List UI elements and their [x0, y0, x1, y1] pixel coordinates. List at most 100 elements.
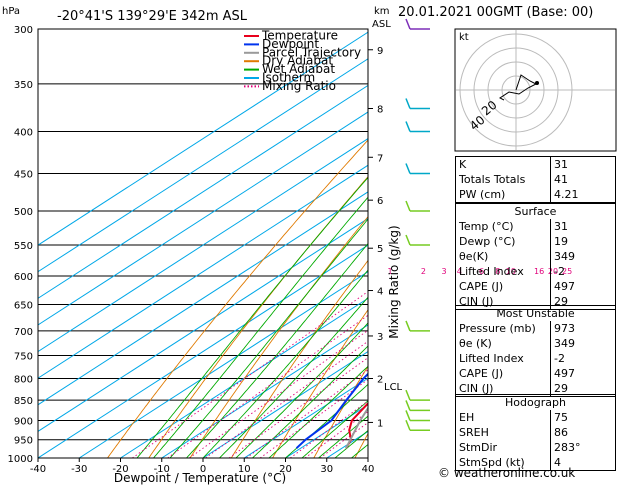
- row-label: SREH: [459, 426, 489, 439]
- hodograph-storm-marker: [535, 81, 539, 85]
- mixing-ratio-line: [189, 329, 368, 458]
- isotherm-line: [38, 244, 368, 458]
- wind-barb-flag: [405, 419, 411, 431]
- legend-entry: Dewpoint: [262, 37, 319, 51]
- wind-barb-flag: [405, 389, 411, 401]
- table-row: SREH 86: [456, 425, 615, 440]
- table-row: StmDir 283°: [456, 440, 615, 455]
- hodograph-unit-label: kt: [459, 32, 469, 43]
- mixing-ratio-axis-label: Mixing Ratio (g/kg): [387, 225, 401, 338]
- legend-entry: Parcel Trajectory: [262, 45, 361, 59]
- row-value: 41: [550, 172, 616, 187]
- wet-adiabat-line: [235, 322, 368, 458]
- km-tick-label: 4: [377, 287, 383, 298]
- wet-adiabat-line: [136, 176, 368, 458]
- isotherm-line: [38, 58, 368, 273]
- table-row: CIN (J) 29: [456, 381, 615, 396]
- mixing-ratio-label: 1: [387, 267, 392, 276]
- pressure-tick-label: 950: [14, 436, 33, 447]
- row-value: 75: [550, 410, 615, 425]
- wet-adiabat-line: [202, 269, 368, 458]
- wind-barbs: [405, 18, 430, 431]
- pressure-tick-label: 800: [14, 374, 33, 385]
- row-value: 29: [550, 381, 615, 396]
- temp-tick-label: -30: [71, 464, 87, 475]
- chart-axes: 1 2 3 4 6 8 10 16 20 2530035040045050055060065070…: [8, 25, 573, 475]
- isotherm-line: [38, 84, 368, 299]
- wet-adiabat-line: [186, 242, 368, 458]
- temp-tick-label: 10: [238, 464, 251, 475]
- most-unstable-table: Most Unstable Pressure (mb) 973 θe (K) 349 L…: [455, 305, 616, 397]
- isotherm-line: [202, 350, 368, 458]
- row-value: 497: [550, 279, 615, 294]
- table-row: Totals Totals 41: [456, 172, 616, 187]
- table-row: PW (cm) 4.21: [456, 187, 616, 203]
- indices-table: K 31 Totals Totals 41 PW (cm) 4.21: [455, 156, 616, 203]
- temp-tick-label: 20: [279, 464, 292, 475]
- table-row: CAPE (J) 497: [456, 366, 615, 381]
- dry-adiabat-line: [230, 259, 368, 458]
- mixing-ratio-label: 4: [457, 267, 462, 276]
- km-tick-label: 1: [377, 418, 383, 429]
- row-value: 349: [550, 336, 615, 351]
- isotherm-line: [38, 111, 368, 326]
- row-value: 283°: [550, 440, 615, 455]
- km-tick-label: 7: [377, 153, 383, 164]
- pressure-tick-label: 450: [14, 169, 33, 180]
- row-value: -2: [550, 351, 615, 366]
- table-row: θe (K) 349: [456, 336, 615, 351]
- row-value: 4.21: [550, 187, 616, 203]
- series-line-temperature: [345, 401, 368, 449]
- km-tick-label: 8: [377, 105, 383, 116]
- row-label: θe(K): [459, 250, 489, 263]
- table-row: Lifted Index -2: [456, 351, 615, 366]
- hodograph-table: Hodograph EH 75 SREH 86 StmDir 283° StmSpd (kt…: [455, 394, 616, 471]
- dry-adiabat-line: [107, 139, 368, 458]
- mixing-ratio-line: [205, 340, 368, 458]
- row-value: 973: [550, 321, 615, 336]
- isotherm-line: [38, 31, 368, 246]
- temp-tick-label: 0: [200, 464, 206, 475]
- row-value: 497: [550, 366, 615, 381]
- km-tick-label: 9: [377, 46, 383, 57]
- hodograph-table-title: Hodograph: [505, 396, 566, 409]
- row-label: CAPE (J): [459, 280, 504, 293]
- row-label: EH: [459, 411, 475, 424]
- pressure-tick-label: 750: [14, 351, 33, 362]
- most-unstable-title: Most Unstable: [496, 307, 575, 320]
- dry-adiabat-line: [313, 365, 368, 458]
- legend-entry: Wet Adiabat: [262, 62, 335, 76]
- table-row: StmSpd (kt) 4: [456, 455, 615, 470]
- row-label: CIN (J): [459, 382, 494, 395]
- wind-barb-flag: [405, 234, 411, 246]
- pressure-tick-label: 400: [14, 128, 33, 139]
- table-row: Temp (°C) 31: [456, 219, 615, 234]
- pressure-tick-label: 500: [14, 207, 33, 218]
- dry-adiabat-line: [148, 176, 368, 458]
- pressure-tick-label: 850: [14, 396, 33, 407]
- wind-barb-flag: [405, 98, 411, 109]
- legend-entry: Dry Adiabat: [262, 54, 333, 68]
- legend-entry: Temperature: [261, 29, 338, 43]
- chart-profiles: [295, 372, 368, 449]
- location-title: -20°41'S 139°29'E 342m ASL: [57, 9, 248, 24]
- table-row: EH 75: [456, 410, 615, 425]
- mixing-ratio-label: 8: [495, 267, 500, 276]
- row-label: θe (K): [459, 337, 492, 350]
- row-label: StmDir: [459, 441, 498, 454]
- row-label: Lifted Index: [459, 352, 524, 365]
- temp-tick-label: -10: [154, 464, 170, 475]
- plot-frame: [37, 28, 369, 459]
- km-unit-label: km: [374, 6, 390, 17]
- wind-barb-flag: [405, 121, 411, 132]
- wet-adiabat-line: [169, 218, 368, 458]
- wind-barb-flag: [405, 163, 411, 174]
- pressure-tick-label: 600: [14, 272, 33, 283]
- row-label: Dewp (°C): [459, 235, 516, 248]
- asl-unit-label: ASL: [372, 19, 391, 30]
- pressure-tick-label: 900: [14, 416, 33, 427]
- mixing-ratio-line: [304, 411, 368, 458]
